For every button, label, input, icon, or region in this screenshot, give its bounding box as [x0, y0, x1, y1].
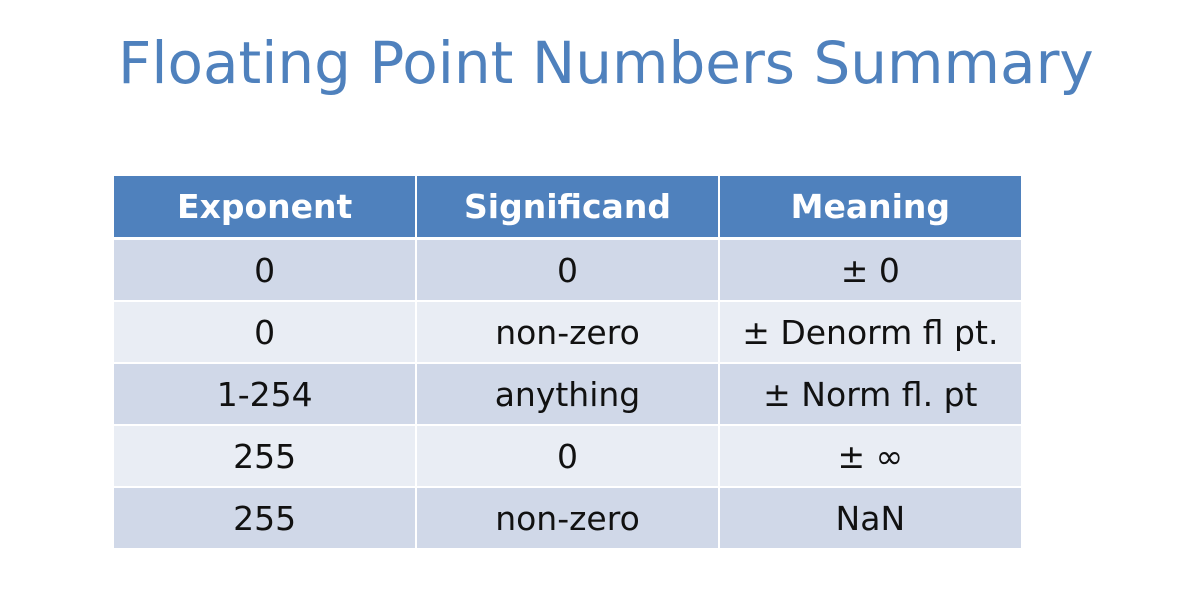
header-row: Exponent Significand Meaning — [114, 176, 1021, 240]
meaning-cell: ± Denorm fl pt. — [718, 301, 1021, 364]
meaning-cell: ± Norm fl. pt — [718, 363, 1021, 426]
table-row: 0 0 ± 0 — [114, 238, 1021, 302]
table-row: 1-254 anything ± Norm fl. pt — [114, 363, 1021, 426]
summary-table: Exponent Significand Meaning 0 0 ± 0 0 n… — [114, 176, 1021, 550]
header-significand: Significand — [416, 176, 720, 240]
header-exponent: Exponent — [114, 176, 418, 240]
meaning-cell: NaN — [718, 487, 1021, 550]
exponent-cell: 255 — [114, 425, 418, 488]
exponent-cell: 1-254 — [114, 363, 418, 426]
significand-cell: non-zero — [416, 487, 720, 550]
meaning-cell: ± 0 — [718, 238, 1021, 302]
significand-cell: non-zero — [416, 301, 720, 364]
exponent-cell: 255 — [114, 487, 418, 550]
significand-cell: 0 — [416, 238, 720, 302]
exponent-cell: 0 — [114, 238, 418, 302]
exponent-cell: 0 — [114, 301, 418, 364]
header-meaning: Meaning — [718, 176, 1021, 240]
significand-cell: 0 — [416, 425, 720, 488]
table-row: 0 non-zero ± Denorm fl pt. — [114, 301, 1021, 364]
slide-title: Floating Point Numbers Summary — [118, 29, 1094, 97]
significand-cell: anything — [416, 363, 720, 426]
meaning-cell: ± ∞ — [718, 425, 1021, 488]
table-row: 255 non-zero NaN — [114, 487, 1021, 550]
table-row: 255 0 ± ∞ — [114, 425, 1021, 488]
